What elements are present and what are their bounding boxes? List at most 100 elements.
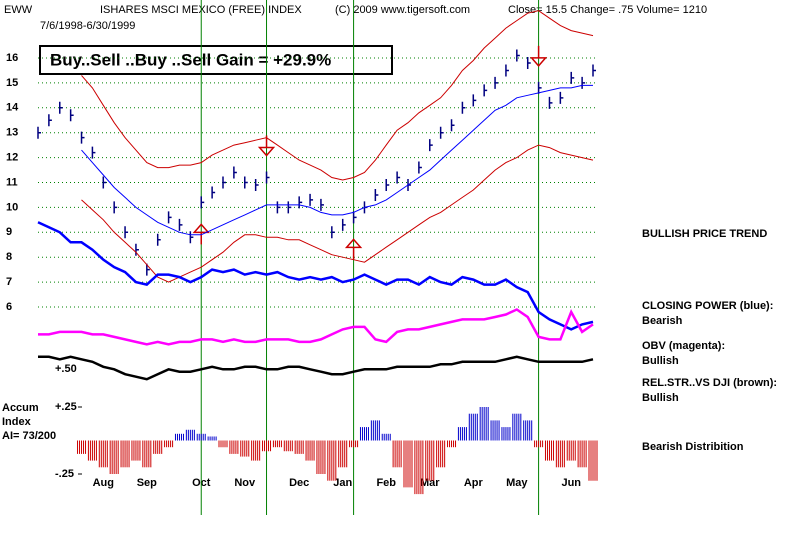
price-bar — [505, 64, 509, 77]
x-tick-label: Apr — [464, 477, 484, 489]
y-tick-label: 12 — [6, 152, 18, 164]
y-tick-label: 7 — [6, 276, 12, 288]
quote: Close= 15.5 Change= .75 Volume= 1210 — [508, 4, 707, 16]
accum-label: AI= 73/200 — [2, 430, 56, 442]
price-bar — [472, 94, 477, 107]
price-bar — [200, 196, 205, 209]
price-bar — [244, 176, 248, 189]
accum-label: Accum — [2, 402, 39, 414]
y-tick-label: 10 — [6, 201, 18, 213]
accum-annotation: Bearish Distribition — [642, 441, 744, 453]
price-bar — [439, 126, 444, 139]
price-bar — [418, 161, 422, 174]
y-tick-label: 8 — [6, 251, 12, 263]
series-line — [37, 221, 594, 331]
price-bar — [396, 171, 401, 184]
price-bar — [59, 101, 63, 114]
price-bar — [102, 176, 107, 189]
series-line — [38, 308, 594, 346]
series-line — [81, 84, 593, 236]
price-bar — [265, 171, 270, 184]
date-range: 7/6/1998-6/30/1999 — [40, 20, 135, 32]
x-tick-label: Jun — [561, 477, 581, 489]
x-tick-label: Feb — [376, 477, 396, 489]
price-bar — [526, 56, 531, 69]
price-bar — [548, 96, 553, 109]
y-tick-label: 13 — [6, 127, 18, 139]
price-bar — [91, 146, 96, 159]
price-bar — [146, 263, 150, 276]
legend-label: OBV (magenta): — [642, 340, 725, 352]
legend-label: REL.STR..VS DJI (brown): — [642, 377, 777, 389]
price-bar — [429, 139, 433, 152]
y-tick-label: +.25 — [55, 401, 77, 413]
x-tick-label: Mar — [420, 477, 440, 489]
price-bar — [581, 76, 586, 89]
x-tick-label: Dec — [289, 477, 309, 489]
price-bar — [113, 201, 118, 214]
price-bar — [537, 81, 542, 94]
trend-label: BULLISH PRICE TREND — [642, 228, 767, 240]
price-bar — [189, 231, 194, 244]
series-line — [38, 355, 594, 381]
accum-label: Index — [2, 416, 32, 428]
sell-arrow — [529, 45, 548, 68]
price-bar — [374, 188, 379, 201]
price-bar — [559, 91, 564, 104]
x-tick-label: May — [506, 477, 528, 489]
signal-text: Buy..Sell ..Buy ..Sell Gain = +29.9% — [50, 50, 331, 69]
signal-box — [39, 45, 393, 75]
price-bar — [156, 233, 161, 246]
price-bar — [48, 114, 52, 127]
price-bar — [494, 76, 499, 89]
copyright: (C) 2009 www.tigersoft.com — [335, 4, 470, 16]
x-tick-label: Nov — [234, 477, 256, 489]
price-bar — [69, 109, 74, 122]
x-tick-label: Sep — [137, 477, 157, 489]
price-bar — [178, 218, 183, 231]
y-tick-label: -.25 — [55, 468, 74, 480]
series-line — [81, 144, 594, 283]
price-bar — [320, 198, 324, 211]
y-tick-label: 16 — [6, 52, 18, 64]
price-bar — [222, 176, 226, 189]
price-bar — [233, 166, 237, 179]
price-bar — [483, 84, 488, 97]
legend-label: CLOSING POWER (blue): — [642, 300, 773, 312]
symbol: EWW — [4, 4, 33, 16]
price-bar — [276, 201, 281, 214]
x-tick-label: Aug — [93, 477, 114, 489]
price-bar — [37, 126, 41, 139]
price-bar — [254, 178, 259, 191]
price-bar — [298, 196, 303, 209]
legend-status: Bullish — [642, 392, 679, 404]
y-tick-label: 15 — [6, 77, 18, 89]
legend-status: Bearish — [642, 315, 683, 327]
legend-status: Bullish — [642, 355, 679, 367]
buy-arrow — [344, 238, 363, 260]
x-tick-label: Jan — [333, 477, 352, 489]
price-bar — [124, 226, 129, 239]
price-bar — [309, 193, 314, 206]
price-bar — [167, 211, 172, 224]
price-bar — [385, 178, 390, 191]
y-tick-label: 9 — [6, 226, 12, 238]
price-bar — [331, 226, 335, 239]
y-tick-label: 14 — [6, 102, 19, 114]
y-tick-label: 11 — [6, 176, 18, 188]
price-bar — [80, 131, 85, 144]
price-bar — [211, 186, 216, 199]
price-bar — [135, 243, 139, 256]
series-line — [81, 10, 594, 181]
price-bar — [352, 211, 357, 224]
price-bar — [450, 119, 455, 132]
price-bar — [287, 201, 292, 214]
rs-label: +.50 — [55, 363, 77, 375]
price-bar — [570, 71, 575, 84]
price-bar — [341, 218, 346, 231]
price-bar — [592, 64, 596, 77]
price-bar — [461, 101, 466, 114]
price-bar — [516, 49, 520, 62]
y-tick-label: 6 — [6, 301, 12, 313]
